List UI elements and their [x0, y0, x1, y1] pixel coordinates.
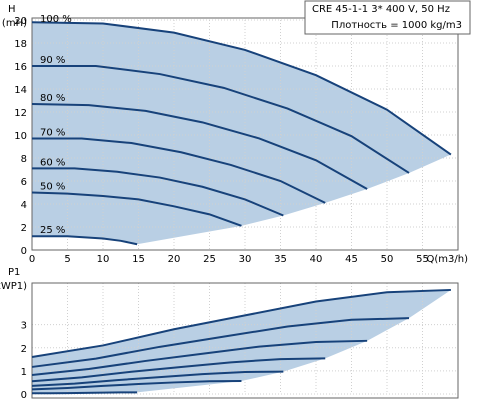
y-tick-label: 1	[21, 367, 27, 378]
x-tick-label: 40	[310, 254, 323, 265]
speed-curve	[31, 357, 326, 383]
x-tick-label: 5	[64, 254, 70, 265]
x-tick-label: 25	[203, 254, 216, 265]
x-tick-label: 30	[239, 254, 252, 265]
header-density: Плотность = 1000 kg/m3	[331, 20, 462, 31]
header-title: CRE 45-1-1 3* 400 V, 50 Hz	[312, 4, 450, 15]
speed-curve	[31, 317, 410, 368]
plot-frame	[31, 17, 459, 251]
speed-curve	[32, 167, 284, 217]
x-tick-label: 20	[168, 254, 181, 265]
y-tick-label: 8	[21, 154, 27, 165]
header-box	[304, 0, 471, 35]
speed-curve	[32, 137, 326, 204]
x-tick-label: 0	[29, 254, 35, 265]
speed-curve	[31, 21, 452, 156]
y-tick-label: 6	[21, 177, 27, 188]
speed-curve	[31, 339, 368, 377]
chart-0: 0 5 10 15 20 25 30 35 40 45 50 55 0 2 4 6 8 10 12 14 16 18 20 1…	[2, 4, 468, 265]
x-tick-label: 10	[97, 254, 110, 265]
speed-curve	[31, 370, 284, 387]
y-tick-label: 4	[21, 200, 27, 211]
operating-range	[32, 289, 451, 394]
speed-curve	[32, 235, 138, 246]
speed-curve	[31, 380, 242, 391]
x-tick-label: 35	[274, 254, 287, 265]
speed-curve	[31, 191, 242, 227]
x-tick-label: 15	[132, 254, 145, 265]
curve-label: 60 %	[40, 157, 65, 168]
y-axis-label: (mH)	[2, 18, 27, 29]
y-tick-label: 16	[14, 62, 27, 73]
curve-label: 90 %	[40, 55, 65, 66]
x-tick-label: 50	[381, 254, 394, 265]
y-tick-label: 18	[14, 39, 27, 50]
speed-curve	[32, 65, 410, 174]
speed-curve	[32, 391, 138, 395]
y-tick-label: 2	[21, 223, 27, 234]
curve-label: 25 %	[40, 225, 65, 236]
curve-label: 100 %	[40, 14, 72, 25]
y-tick-label: 14	[14, 85, 27, 96]
y-axis-label: H	[8, 4, 16, 15]
x-tick-label: 45	[345, 254, 358, 265]
y-tick-label: 12	[14, 108, 27, 119]
x-axis-label: Q(m3/h)	[427, 254, 469, 265]
chart-1: 0 1 2 3 P1 (kWP1)	[0, 267, 459, 400]
y-tick-label: 3	[21, 321, 27, 332]
y-tick-label: 0	[21, 390, 27, 400]
curve-label: 80 %	[40, 93, 65, 104]
y-axis-label: P1	[8, 267, 20, 278]
y-tick-label: 20	[14, 16, 27, 27]
x-tick-label: 55	[416, 254, 429, 265]
y-tick-label: 2	[21, 344, 27, 355]
speed-curve	[31, 102, 368, 190]
plot-frame	[31, 282, 459, 399]
y-tick-label: 10	[14, 131, 27, 142]
curve-label: 70 %	[40, 127, 65, 138]
y-tick-label: 0	[21, 246, 27, 257]
speed-curve	[31, 288, 451, 358]
y-axis-label: (kWP1)	[0, 281, 27, 292]
curve-label: 50 %	[40, 182, 65, 193]
